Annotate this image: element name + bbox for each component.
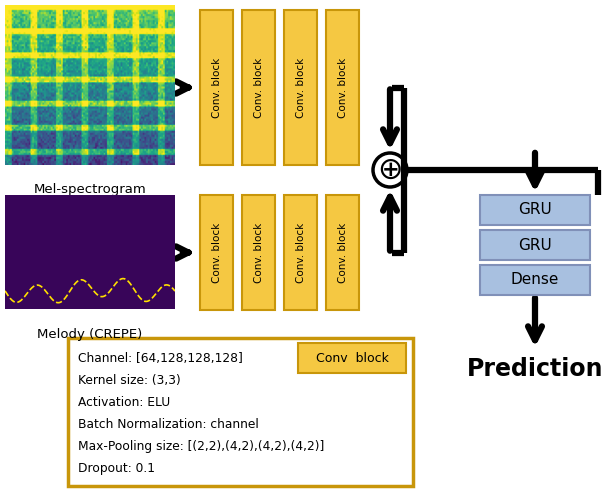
Text: Dense: Dense — [511, 272, 559, 288]
Bar — [480, 195, 590, 225]
Text: Conv. block: Conv. block — [338, 58, 348, 118]
Bar — [298, 343, 406, 373]
Bar — [200, 10, 233, 165]
Text: ⊕: ⊕ — [377, 156, 403, 185]
Text: Conv. block: Conv. block — [295, 58, 306, 118]
Text: Prediction: Prediction — [467, 357, 603, 381]
Bar — [480, 265, 590, 295]
Text: Conv. block: Conv. block — [295, 222, 306, 283]
Text: Dropout: 0.1: Dropout: 0.1 — [78, 462, 155, 475]
Text: GRU: GRU — [518, 238, 552, 252]
Bar — [326, 10, 359, 165]
Text: Melody (CREPE): Melody (CREPE) — [37, 328, 142, 341]
Bar — [200, 195, 233, 310]
Text: GRU: GRU — [518, 202, 552, 218]
Text: Channel: [64,128,128,128]: Channel: [64,128,128,128] — [78, 352, 243, 365]
Text: Mel-spectrogram: Mel-spectrogram — [34, 183, 146, 196]
Text: Conv. block: Conv. block — [254, 222, 263, 283]
Text: Conv. block: Conv. block — [211, 58, 222, 118]
Bar — [284, 195, 317, 310]
Text: Conv. block: Conv. block — [254, 58, 263, 118]
Bar — [242, 195, 275, 310]
Text: Batch Normalization: channel: Batch Normalization: channel — [78, 418, 258, 431]
Text: Conv  block: Conv block — [316, 352, 389, 365]
Bar — [284, 10, 317, 165]
Bar — [326, 195, 359, 310]
Bar — [242, 10, 275, 165]
Text: Conv. block: Conv. block — [211, 222, 222, 283]
Text: Max-Pooling size: [(2,2),(4,2),(4,2),(4,2)]: Max-Pooling size: [(2,2),(4,2),(4,2),(4,… — [78, 440, 324, 453]
Text: Activation: ELU: Activation: ELU — [78, 396, 170, 409]
Text: Conv. block: Conv. block — [338, 222, 348, 283]
Bar — [68, 338, 413, 486]
Bar — [480, 230, 590, 260]
Text: Kernel size: (3,3): Kernel size: (3,3) — [78, 374, 181, 387]
